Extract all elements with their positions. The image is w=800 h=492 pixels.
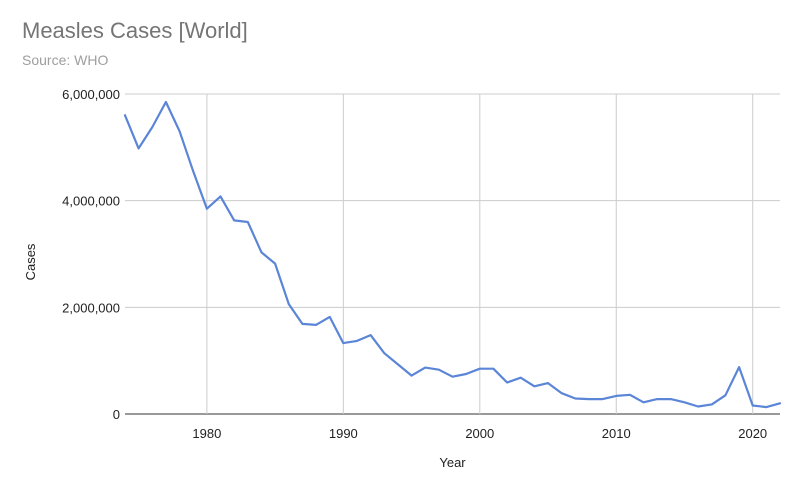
series-layer (123, 100, 782, 409)
x-tick-label: 2010 (602, 426, 631, 441)
chart-title: Measles Cases [World] (22, 18, 248, 43)
x-axis-label: Year (439, 455, 466, 470)
tick-layer: 0 2,000,000 4,000,000 6,000,000 1980 1990 2000… (62, 87, 767, 441)
x-tick-label: 2000 (465, 426, 494, 441)
grid-layer (125, 93, 780, 415)
series-line (123, 100, 782, 409)
chart-subtitle: Source: WHO (22, 52, 109, 68)
x-tick-label: 2020 (738, 426, 767, 441)
y-tick-label: 2,000,000 (62, 300, 120, 315)
y-tick-label: 6,000,000 (62, 87, 120, 102)
x-tick-label: 1980 (192, 426, 221, 441)
y-axis-label: Cases (23, 243, 38, 280)
x-tick-label: 1990 (329, 426, 358, 441)
y-tick-label: 4,000,000 (62, 194, 120, 209)
y-tick-label: 0 (113, 407, 120, 422)
